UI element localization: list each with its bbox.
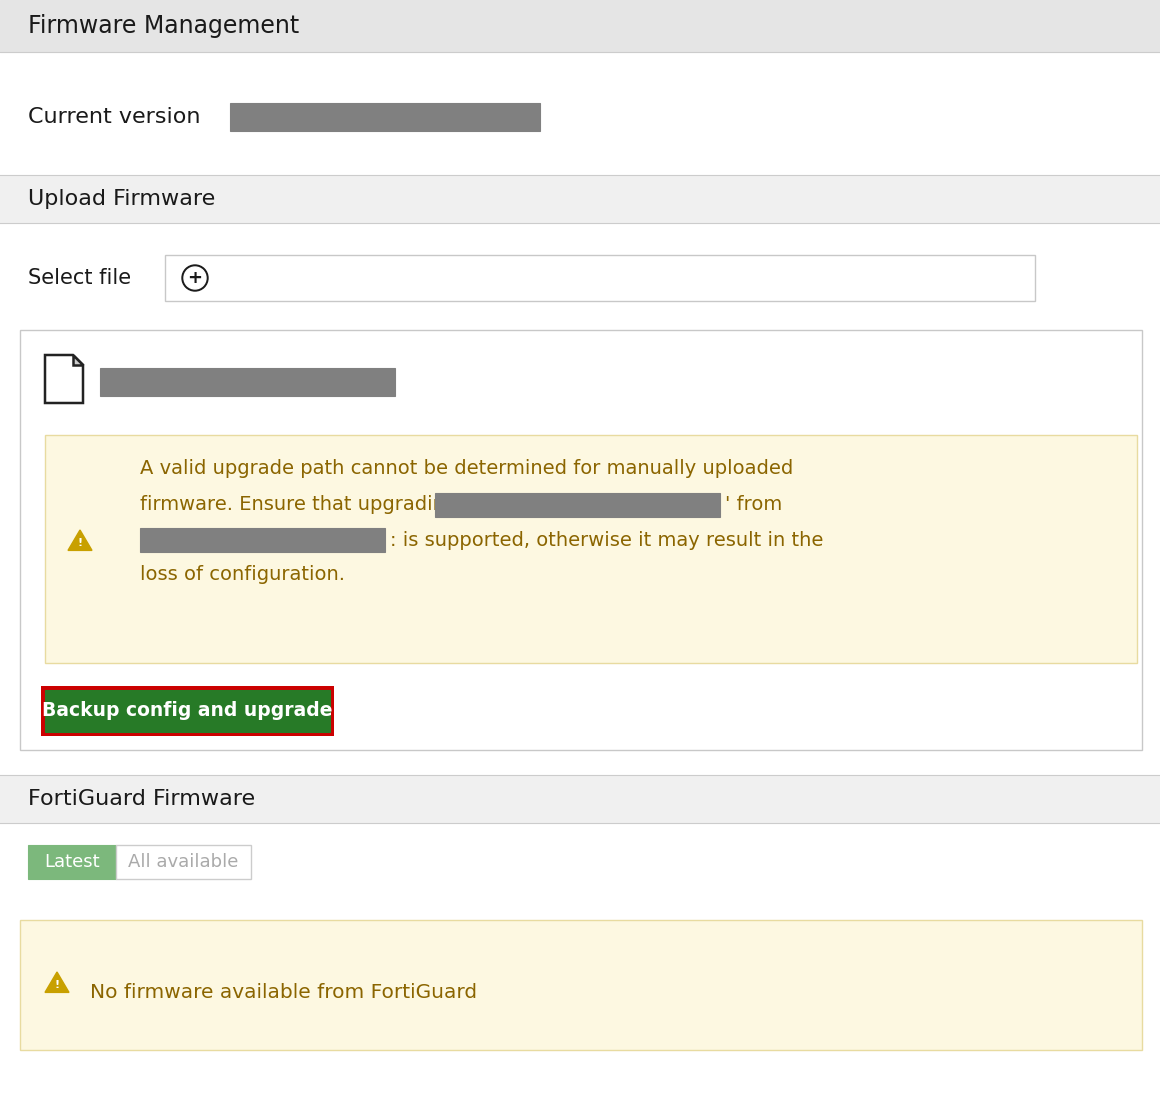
Bar — [20, 330, 1141, 749]
Text: Upload Firmware: Upload Firmware — [28, 189, 216, 209]
Bar — [0, 175, 1160, 224]
Text: ' from: ' from — [725, 496, 782, 515]
Bar — [165, 255, 1035, 301]
Bar — [28, 845, 116, 878]
Bar — [0, 775, 1160, 823]
Circle shape — [182, 265, 208, 291]
Bar — [20, 920, 1141, 1050]
Text: Latest: Latest — [44, 853, 100, 871]
Bar — [45, 691, 329, 732]
Bar — [45, 435, 1137, 663]
Text: firmware. Ensure that upgrading to: firmware. Ensure that upgrading to — [140, 496, 483, 515]
Text: loss of configuration.: loss of configuration. — [140, 566, 345, 585]
Text: !: ! — [78, 538, 82, 548]
Text: !: ! — [55, 980, 59, 990]
Bar — [100, 368, 396, 396]
Text: A valid upgrade path cannot be determined for manually uploaded: A valid upgrade path cannot be determine… — [140, 458, 793, 477]
Polygon shape — [45, 355, 84, 403]
Text: Current version: Current version — [28, 107, 201, 127]
Circle shape — [184, 267, 206, 289]
Polygon shape — [68, 530, 92, 550]
Bar — [230, 103, 541, 131]
Text: +: + — [188, 269, 203, 287]
Text: Select file: Select file — [28, 268, 131, 288]
Text: All available: All available — [129, 853, 239, 871]
Text: : is supported, otherwise it may result in the: : is supported, otherwise it may result … — [390, 530, 824, 549]
Bar — [41, 686, 334, 736]
Bar — [0, 0, 1160, 52]
Text: Firmware Management: Firmware Management — [28, 14, 299, 38]
Text: No firmware available from FortiGuard: No firmware available from FortiGuard — [90, 983, 477, 1002]
Text: Backup config and upgrade: Backup config and upgrade — [42, 702, 333, 721]
Bar — [435, 493, 720, 517]
Polygon shape — [73, 355, 84, 365]
Bar — [140, 528, 385, 552]
Text: FortiGuard Firmware: FortiGuard Firmware — [28, 790, 255, 810]
Bar — [116, 845, 251, 878]
Polygon shape — [45, 972, 68, 992]
